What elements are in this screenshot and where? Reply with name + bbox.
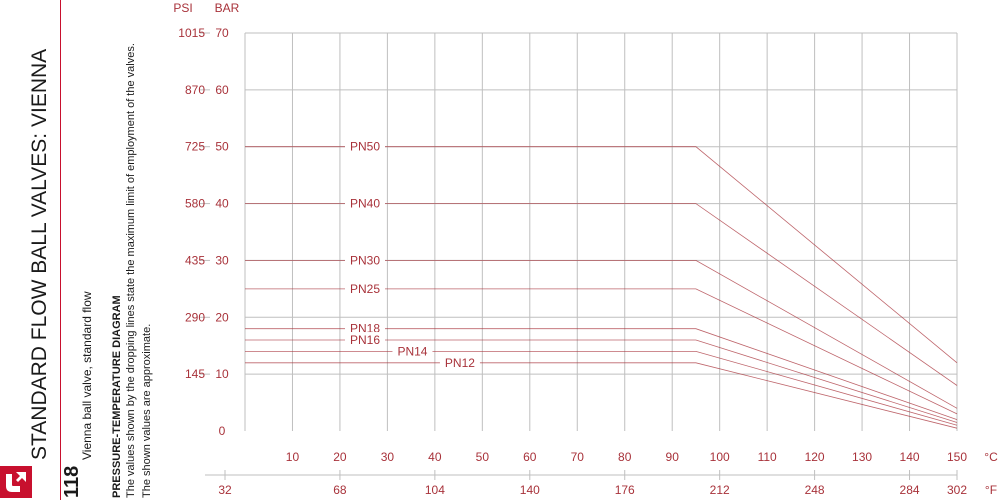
x-tick-label-celsius: 110 <box>758 450 777 464</box>
y-tick-label-bar: 20 <box>215 310 229 324</box>
x-tick-label-celsius: 100 <box>710 450 730 464</box>
y-tick-label-psi: 435 <box>185 253 205 267</box>
x-tick-label-celsius: 70 <box>571 450 585 464</box>
series-label-bg <box>439 354 480 371</box>
x-tick-label-celsius: 130 <box>852 450 872 464</box>
series-label-bg <box>345 138 385 155</box>
x-tick-label-fahrenheit: 284 <box>900 483 920 497</box>
sidebar: STANDARD FLOW BALL VALVES: VIENNA 118 Vi… <box>0 0 205 500</box>
y-tick-label-psi: 145 <box>185 367 205 381</box>
series-line-pn25 <box>245 288 958 415</box>
x-tick-label-celsius: 90 <box>666 450 680 464</box>
y-tick-label-bar: 60 <box>215 83 229 97</box>
y-tick-label-bar: 0 <box>219 424 226 438</box>
x-tick-label-celsius: 150 <box>947 450 967 464</box>
series-label-pn12: PN12 <box>445 356 475 370</box>
y-tick-label-bar: 30 <box>215 253 229 267</box>
y-unit-bar: BAR <box>215 1 240 15</box>
brand-logo-icon <box>0 466 32 498</box>
x-tick-label-fahrenheit: 140 <box>520 483 540 497</box>
x-tick-label-celsius: 30 <box>381 450 395 464</box>
series-label-bg <box>345 332 385 349</box>
series-label-pn16: PN16 <box>350 333 380 347</box>
series-label-pn30: PN30 <box>350 253 380 267</box>
y-tick-label-psi: 1015 <box>178 26 205 40</box>
x-tick-label-celsius: 80 <box>618 450 632 464</box>
x-tick-label-fahrenheit: 176 <box>615 483 635 497</box>
series-label-pn14: PN14 <box>397 344 427 358</box>
x-tick-label-fahrenheit: 32 <box>218 483 232 497</box>
x-tick-label-celsius: 50 <box>476 450 490 464</box>
y-tick-label-psi: 580 <box>185 197 205 211</box>
x-unit-celsius: °C <box>984 450 998 464</box>
series-line-pn50 <box>245 146 958 364</box>
series-line-pn40 <box>245 203 958 386</box>
y-unit-psi: PSI <box>173 1 192 15</box>
series-label-pn40: PN40 <box>350 197 380 211</box>
series-line-pn18 <box>245 328 958 420</box>
x-tick-label-celsius: 10 <box>286 450 300 464</box>
series-label-bg <box>345 195 385 212</box>
series-line-pn30 <box>245 259 958 409</box>
series-label-bg <box>345 280 385 297</box>
x-tick-label-celsius: 60 <box>523 450 537 464</box>
x-tick-label-celsius: 140 <box>900 450 920 464</box>
x-tick-label-fahrenheit: 248 <box>805 483 825 497</box>
x-tick-label-celsius: 20 <box>333 450 347 464</box>
x-tick-label-fahrenheit: 68 <box>333 483 347 497</box>
y-tick-label-bar: 70 <box>215 26 229 40</box>
x-unit-fahrenheit: °F <box>985 483 997 497</box>
x-tick-label-fahrenheit: 302 <box>947 483 967 497</box>
x-tick-label-fahrenheit: 104 <box>425 483 445 497</box>
series-label-bg <box>345 252 385 269</box>
series-label-bg <box>392 343 433 360</box>
y-tick-label-psi: 725 <box>185 140 205 154</box>
series-label-pn25: PN25 <box>350 282 380 296</box>
y-tick-label-psi: 290 <box>185 310 205 324</box>
y-tick-label-bar: 10 <box>215 367 229 381</box>
x-tick-label-fahrenheit: 212 <box>710 483 730 497</box>
x-tick-label-celsius: 40 <box>428 450 442 464</box>
series-line-pn16 <box>245 339 958 423</box>
series-line-pn12 <box>245 362 958 429</box>
y-tick-label-bar: 40 <box>215 197 229 211</box>
divider <box>60 0 61 500</box>
y-tick-label-bar: 50 <box>215 140 229 154</box>
x-tick-label-celsius: 120 <box>805 450 825 464</box>
series-label-pn50: PN50 <box>350 140 380 154</box>
y-tick-label-psi: 870 <box>185 83 205 97</box>
